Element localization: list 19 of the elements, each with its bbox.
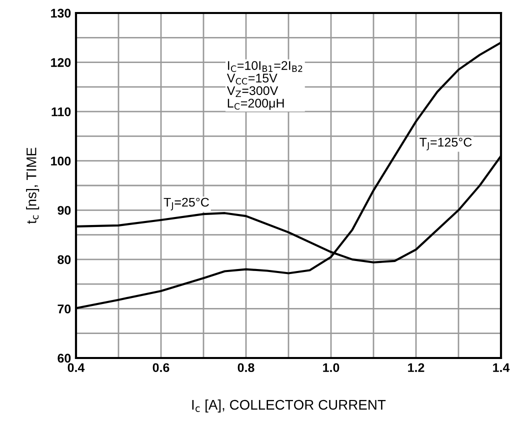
text: I$_{C}$=10I$_{B1}$=2I$_{B2}$ V$_{CC}$=15V V$_{Z}$=300V L$_{C}$=200μH: [226, 61, 302, 110]
x-tick-label: 0.6: [152, 363, 170, 372]
y-tick-label: 60: [58, 354, 71, 363]
y-axis-title: t$_{c}$ [ns], TIME: [26, 148, 40, 224]
y-tick-label: 130: [51, 8, 71, 18]
x-tick-label: 1.2: [408, 363, 424, 372]
x-tick-label: 1.0: [323, 363, 340, 372]
series-label: T$_{J}$=125°C: [420, 138, 472, 150]
y-tick-label: 90: [58, 206, 71, 215]
y-tick-label: 100: [51, 156, 71, 166]
x-tick-label: 0.8: [238, 363, 254, 372]
y-tick-label: 120: [51, 58, 71, 67]
y-tick-label: 70: [58, 304, 71, 314]
x-axis-title: I$_{c}$ [A], COLLECTOR CURRENT: [192, 400, 386, 412]
y-tick-label: 110: [52, 107, 71, 116]
series-label: T$_{J}$=25°C: [164, 198, 209, 210]
x-tick-label: 0.4: [68, 363, 85, 372]
x-tick-label: 1.4: [493, 363, 510, 372]
y-tick-label: 80: [58, 255, 71, 264]
